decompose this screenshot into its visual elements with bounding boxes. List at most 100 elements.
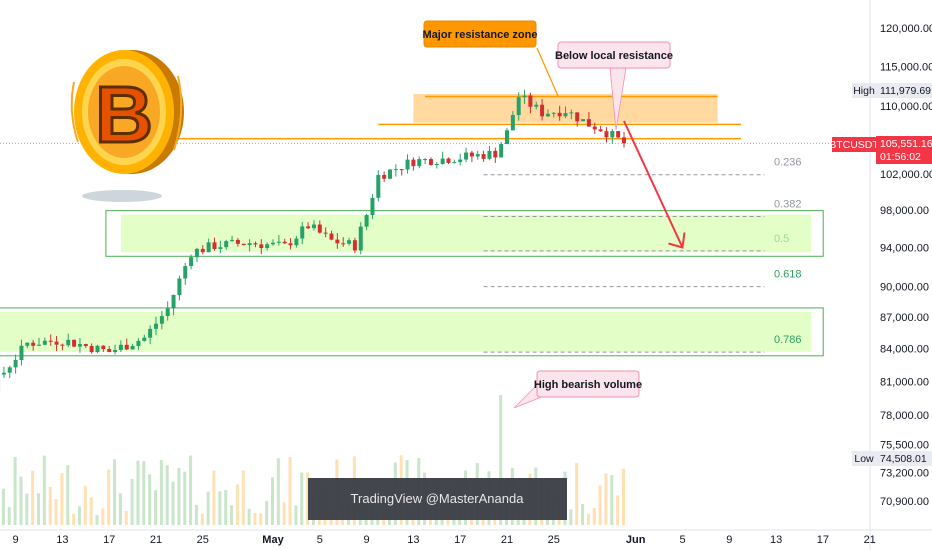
candle-body (569, 112, 574, 114)
volume-bar (83, 485, 87, 525)
candle-body (323, 232, 328, 234)
price-tick-label: 115,000.00 (880, 61, 932, 73)
candle-body (54, 341, 59, 345)
candle-body (271, 242, 275, 245)
candle-body (522, 95, 527, 98)
support-zone (0, 311, 812, 352)
candle-body (276, 241, 281, 243)
candle-body (493, 150, 498, 158)
callout-below-local-resistance[interactable]: Below local resistance (555, 41, 673, 131)
volume-bar (610, 475, 614, 525)
volume-bar (592, 507, 596, 525)
candle-body (434, 164, 439, 166)
candle-body (212, 242, 217, 250)
candle-body (347, 240, 352, 244)
candle-body (107, 349, 112, 353)
volume-bar (581, 504, 585, 525)
candle-body (616, 131, 621, 138)
support-zone-border (105, 210, 824, 257)
time-tick-label: 21 (501, 534, 513, 546)
candle-body (89, 345, 94, 353)
candle-body (95, 345, 100, 353)
svg-text:Low: Low (854, 453, 874, 465)
candle-body (545, 113, 550, 117)
time-axis[interactable]: 9 13 17 21 25 May 5 9 13 17 21 25 Jun 5 9 13 17 21 (0, 529, 932, 546)
candle-body (130, 345, 135, 350)
fib-label: 0.236 (774, 157, 802, 169)
volume-bar (586, 513, 590, 525)
time-tick-label: 17 (103, 534, 115, 546)
time-tick-label: 25 (548, 534, 560, 546)
candle-body (475, 154, 480, 157)
price-tick-label: 87,000.00 (880, 312, 929, 324)
volume-bar (159, 460, 163, 525)
volume-bar (66, 465, 70, 525)
candle-body (598, 129, 603, 132)
candle-body (177, 278, 182, 296)
candle-body (534, 104, 539, 107)
callout-high-bearish-volume[interactable]: High bearish volume (513, 370, 642, 409)
candle-body (42, 340, 47, 345)
volume-bar (77, 506, 81, 525)
candle-body (148, 328, 153, 338)
volume-bar (72, 513, 76, 525)
candle-body (159, 316, 164, 324)
candle-body (253, 243, 258, 245)
support-zone (120, 214, 812, 253)
volume-bar (569, 509, 573, 525)
volume-bar (241, 470, 245, 525)
candle-body (288, 243, 293, 246)
price-axis[interactable]: 120,000.00 115,000.00 110,000.00 102,000.00… (869, 0, 932, 550)
volume-bar (89, 497, 93, 525)
candle-body (19, 345, 24, 361)
candle-body (557, 112, 562, 117)
volume-bar (575, 462, 579, 525)
volume-bar (148, 474, 152, 525)
candle-body (218, 247, 223, 250)
high-value: 111,979.69 (880, 85, 931, 97)
candle-body (113, 350, 118, 353)
volume-bar (13, 456, 17, 525)
fib-label: 0.5 (774, 233, 789, 245)
candle-body (235, 239, 240, 244)
candle-body (241, 243, 246, 246)
candle-body (505, 130, 509, 145)
volume-bar (271, 477, 274, 525)
price-tick-label: 102,000.00 (880, 169, 932, 181)
volume-bar (598, 485, 602, 525)
candle-body (510, 115, 515, 131)
candle-body (516, 97, 521, 116)
zones-layer (0, 94, 832, 357)
candle-body (66, 339, 71, 346)
volume-bar (306, 472, 310, 525)
candle-body (77, 344, 82, 347)
candle-body (200, 248, 205, 253)
volume-bar (235, 484, 239, 525)
volume-bar (124, 510, 128, 525)
candle-body (423, 159, 428, 161)
candle-body (282, 241, 287, 244)
candle-body (224, 241, 229, 248)
candle-body (487, 150, 492, 159)
candle-body (189, 257, 194, 267)
candle-body (405, 159, 410, 170)
candle-body (393, 169, 398, 171)
candle-body (575, 112, 580, 122)
candle-body (458, 159, 463, 163)
callout-major-resistance[interactable]: Major resistance zone (423, 20, 559, 97)
volume-bar (616, 495, 620, 525)
symbol-label: BTCUSDT (829, 139, 879, 151)
price-tick-label: 84,000.00 (880, 344, 929, 356)
price-tick-label: 78,000.00 (880, 410, 929, 422)
volume-bar (101, 508, 105, 525)
price-tick-label: 73,200.00 (880, 467, 929, 479)
volume-bar (300, 472, 304, 525)
candle-body (142, 337, 147, 341)
time-tick-label: 21 (150, 534, 162, 546)
candle-body (329, 233, 334, 240)
candle-body (154, 323, 158, 329)
volume-bar (200, 513, 204, 525)
volume-bar (276, 458, 280, 525)
volume-bar (294, 505, 298, 525)
